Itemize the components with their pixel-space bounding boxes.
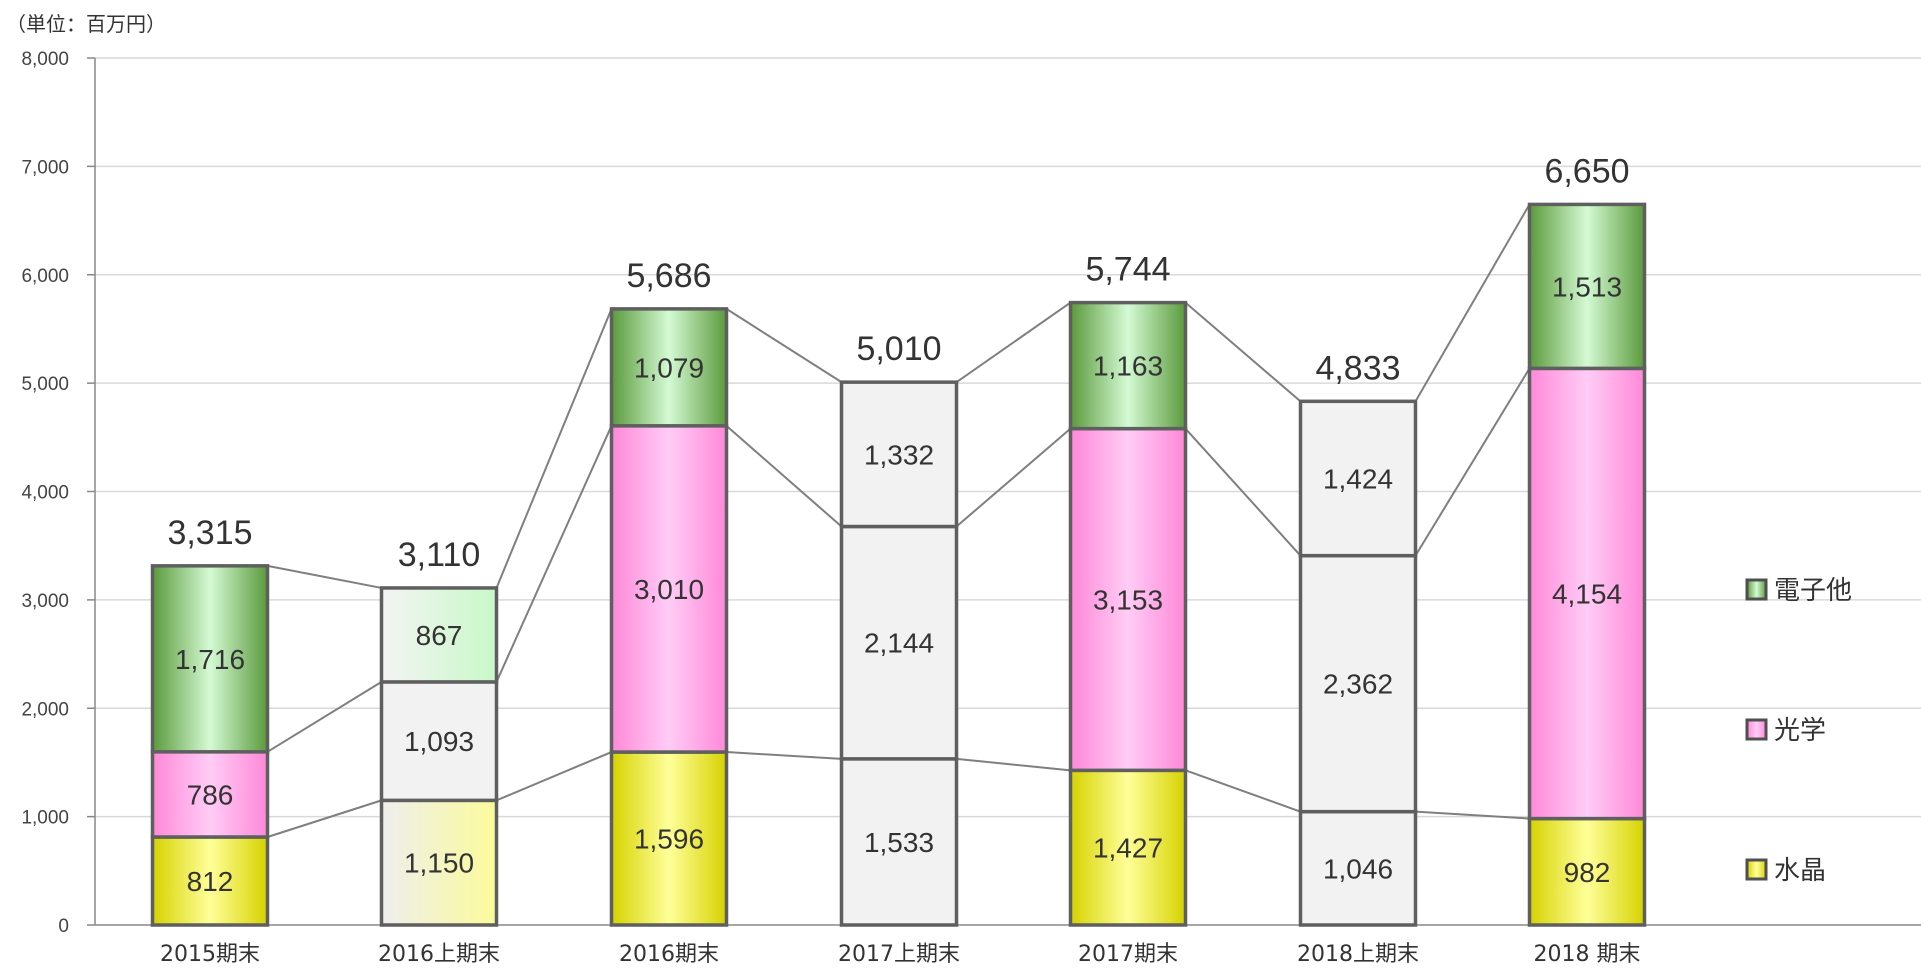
y-tick-label: 8,000	[21, 49, 69, 70]
connector-line	[1184, 301, 1302, 403]
bar-segment	[379, 680, 499, 803]
bar-segment	[609, 307, 729, 428]
y-tick-label: 0	[58, 916, 69, 937]
connector-line	[955, 301, 1072, 383]
segment-value-label: 1,150	[404, 848, 474, 879]
connector-line	[1414, 203, 1531, 402]
connector-line	[725, 425, 843, 528]
x-tick-label: 2017期末	[1078, 942, 1178, 967]
segment-value-label: 1,716	[175, 644, 245, 675]
connector-line	[956, 757, 1071, 772]
segment-value-label: 1,163	[1093, 351, 1163, 382]
x-tick-label: 2015期末	[160, 942, 260, 967]
bar-segment	[1068, 426, 1188, 773]
connector-line	[267, 564, 382, 589]
total-value-label: 6,650	[1544, 152, 1629, 190]
total-value-label: 5,744	[1085, 251, 1170, 289]
segment-value-label: 1,533	[864, 827, 934, 858]
x-tick-label: 2016上期末	[378, 942, 500, 967]
bar-segment	[150, 835, 270, 927]
segment-value-label: 1,424	[1323, 463, 1393, 494]
connector-line	[1184, 427, 1302, 557]
bar-segment	[1527, 202, 1647, 371]
segment-value-label: 1,596	[634, 824, 704, 855]
y-tick-label: 6,000	[21, 266, 69, 287]
bars	[150, 202, 1647, 927]
connector-line	[955, 427, 1072, 528]
segment-value-label: 867	[416, 620, 463, 651]
connector-line	[495, 425, 613, 683]
total-value-label: 4,833	[1315, 349, 1400, 387]
segment-value-label: 1,427	[1093, 833, 1163, 864]
bar-segment	[150, 564, 270, 754]
data-labels: 812 786 1,716 3,315 1,150 1,093 867 3,110 1,596 3…	[167, 152, 1629, 897]
bar-segment	[839, 757, 959, 927]
bar-segment	[1068, 300, 1188, 431]
segment-value-label: 1,093	[404, 726, 474, 757]
y-tick-label: 7,000	[21, 157, 69, 178]
x-tick-label: 2017上期末	[838, 942, 960, 967]
y-tick-label: 4,000	[21, 483, 69, 504]
grid-lines	[95, 57, 1921, 818]
connector-line	[496, 751, 612, 802]
segment-value-label: 3,153	[1093, 584, 1163, 615]
total-value-label: 5,686	[626, 257, 711, 295]
bar-segment	[379, 586, 499, 684]
legend-swatch	[1745, 858, 1768, 881]
y-tick-label: 5,000	[21, 374, 69, 395]
connector-line	[1415, 810, 1530, 820]
bar-segment	[150, 750, 270, 839]
connector-line	[1185, 769, 1301, 813]
legend-swatch	[1745, 718, 1768, 741]
y-tick-label: 2,000	[21, 699, 69, 720]
connector-line	[1414, 367, 1531, 557]
segment-value-label: 1,513	[1552, 271, 1622, 302]
segment-value-label: 3,010	[634, 574, 704, 605]
x-tick-label: 2016期末	[619, 942, 719, 967]
bar-segment	[839, 380, 959, 529]
legend-label: 光学	[1774, 716, 1826, 746]
total-value-label: 5,010	[856, 330, 941, 368]
segment-value-label: 1,332	[864, 439, 934, 470]
legend-swatch	[1745, 578, 1768, 601]
bar-segment	[379, 798, 499, 927]
connector-line	[726, 751, 842, 760]
y-tick-label: 3,000	[21, 591, 69, 612]
segment-value-label: 812	[187, 866, 234, 897]
segment-value-label: 4,154	[1552, 578, 1622, 609]
legend-label: 水晶	[1774, 856, 1826, 886]
axes: 0 1,000 2,000 3,000 4,000 5,000 6,000 7,000 8,00…	[21, 49, 1921, 967]
connector-line	[266, 681, 383, 753]
unit-label: （単位：百万円）	[6, 12, 166, 36]
segment-value-label: 982	[1564, 857, 1611, 888]
x-tick-label: 2018 期末	[1534, 942, 1641, 967]
y-tick-label: 1,000	[21, 808, 69, 829]
connector-line	[267, 799, 382, 838]
connector-line	[725, 308, 843, 383]
segment-value-label: 1,046	[1323, 853, 1393, 884]
segment-value-label: 2,362	[1323, 669, 1393, 700]
bar-segment	[839, 524, 959, 761]
x-tick-label: 2018上期末	[1297, 942, 1419, 967]
connector-lines	[266, 203, 1531, 838]
connector-line	[495, 308, 613, 589]
bar-segment	[1068, 768, 1188, 927]
segment-value-label: 786	[187, 779, 234, 810]
total-value-label: 3,315	[167, 514, 252, 552]
total-value-label: 3,110	[398, 536, 481, 574]
legend-label: 電子他	[1774, 576, 1852, 606]
bar-segment	[1298, 399, 1418, 558]
segment-value-label: 2,144	[864, 628, 934, 659]
segment-value-label: 1,079	[634, 352, 704, 383]
